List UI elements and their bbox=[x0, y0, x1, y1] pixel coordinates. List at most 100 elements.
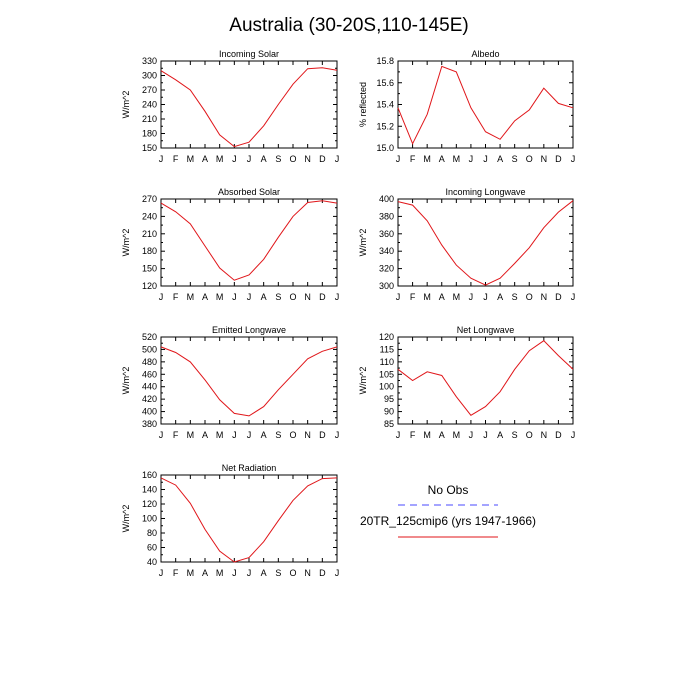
y-axis-label: W/m^2 bbox=[121, 367, 131, 395]
y-tick-label: 95 bbox=[384, 394, 394, 404]
plot-frame bbox=[160, 198, 338, 287]
x-tick-label: O bbox=[289, 154, 296, 164]
y-tick-label: 480 bbox=[142, 357, 157, 367]
plot-frame bbox=[397, 336, 574, 425]
plot-frame bbox=[160, 60, 338, 149]
y-tick-label: 160 bbox=[142, 470, 157, 480]
legend-obs-label: No Obs bbox=[428, 483, 469, 497]
y-tick-label: 90 bbox=[384, 407, 394, 417]
series-line bbox=[160, 477, 338, 563]
x-tick-label: F bbox=[173, 430, 179, 440]
x-tick-label: S bbox=[512, 430, 518, 440]
x-tick-label: J bbox=[247, 568, 252, 578]
x-tick-label: N bbox=[541, 292, 548, 302]
x-tick-label: O bbox=[289, 430, 296, 440]
x-tick-label: M bbox=[423, 430, 431, 440]
y-tick-label: 270 bbox=[142, 85, 157, 95]
x-tick-label: O bbox=[526, 154, 533, 164]
x-tick-label: N bbox=[304, 154, 311, 164]
legend: No Obs 20TR_125cmip6 (yrs 1947-1966) bbox=[360, 483, 536, 538]
x-tick-label: M bbox=[453, 292, 461, 302]
x-tick-label: J bbox=[483, 292, 488, 302]
y-tick-label: 15.0 bbox=[376, 143, 394, 153]
x-tick-label: S bbox=[275, 292, 281, 302]
y-tick-label: 40 bbox=[147, 557, 157, 567]
x-tick-label: D bbox=[319, 154, 326, 164]
y-tick-label: 400 bbox=[142, 407, 157, 417]
x-tick-label: M bbox=[453, 430, 461, 440]
x-tick-label: D bbox=[319, 292, 326, 302]
y-tick-label: 500 bbox=[142, 344, 157, 354]
y-tick-label: 300 bbox=[142, 71, 157, 81]
x-tick-label: J bbox=[247, 154, 252, 164]
y-tick-label: 100 bbox=[142, 514, 157, 524]
panel-title: Net Radiation bbox=[222, 463, 277, 473]
x-tick-label: J bbox=[469, 154, 474, 164]
y-tick-label: 115 bbox=[380, 344, 394, 354]
x-tick-label: M bbox=[216, 292, 224, 302]
x-tick-label: D bbox=[319, 430, 326, 440]
x-tick-label: J bbox=[396, 154, 401, 164]
panel-title: Incoming Longwave bbox=[445, 187, 525, 197]
y-tick-label: 330 bbox=[142, 56, 157, 66]
x-tick-label: M bbox=[187, 154, 195, 164]
y-tick-label: 120 bbox=[142, 281, 157, 291]
x-tick-label: S bbox=[512, 292, 518, 302]
series-line bbox=[397, 65, 574, 145]
x-tick-label: O bbox=[289, 568, 296, 578]
y-axis-label: W/m^2 bbox=[121, 229, 131, 257]
x-tick-label: F bbox=[173, 292, 179, 302]
y-axis-label: W/m^2 bbox=[121, 91, 131, 119]
legend-model-label: 20TR_125cmip6 (yrs 1947-1966) bbox=[360, 514, 536, 528]
y-tick-label: 105 bbox=[379, 369, 394, 379]
x-tick-label: D bbox=[319, 568, 326, 578]
x-tick-label: N bbox=[304, 292, 311, 302]
x-tick-label: S bbox=[275, 568, 281, 578]
series-line bbox=[160, 67, 338, 148]
panel-title: Absorbed Solar bbox=[218, 187, 280, 197]
x-tick-label: J bbox=[335, 154, 340, 164]
y-tick-label: 210 bbox=[142, 229, 157, 239]
x-tick-label: S bbox=[275, 430, 281, 440]
y-tick-label: 15.6 bbox=[376, 78, 394, 88]
y-tick-label: 150 bbox=[142, 143, 157, 153]
panel-title: Net Longwave bbox=[457, 325, 515, 335]
x-tick-label: A bbox=[497, 430, 503, 440]
x-tick-label: D bbox=[555, 430, 562, 440]
x-tick-label: J bbox=[159, 292, 164, 302]
y-tick-label: 110 bbox=[380, 357, 394, 367]
x-tick-label: J bbox=[232, 568, 237, 578]
x-tick-label: A bbox=[261, 292, 267, 302]
x-tick-label: N bbox=[541, 154, 548, 164]
x-tick-label: M bbox=[187, 430, 195, 440]
x-tick-label: O bbox=[526, 430, 533, 440]
x-tick-label: J bbox=[335, 430, 340, 440]
x-tick-label: A bbox=[439, 154, 445, 164]
y-tick-label: 240 bbox=[142, 211, 157, 221]
x-tick-label: J bbox=[232, 292, 237, 302]
y-tick-label: 210 bbox=[142, 114, 157, 124]
y-tick-label: 400 bbox=[379, 194, 394, 204]
panel-title: Emitted Longwave bbox=[212, 325, 286, 335]
plot-frame bbox=[160, 474, 338, 563]
y-tick-label: 420 bbox=[142, 394, 157, 404]
x-tick-label: A bbox=[261, 154, 267, 164]
x-tick-label: A bbox=[261, 430, 267, 440]
x-tick-label: F bbox=[410, 292, 416, 302]
panel-title: Incoming Solar bbox=[219, 49, 279, 59]
x-tick-label: M bbox=[453, 154, 461, 164]
x-tick-label: A bbox=[261, 568, 267, 578]
y-axis-label: W/m^2 bbox=[121, 505, 131, 533]
x-tick-label: M bbox=[423, 154, 431, 164]
y-tick-label: 140 bbox=[142, 485, 157, 495]
x-tick-label: J bbox=[469, 292, 474, 302]
x-tick-label: A bbox=[202, 292, 208, 302]
y-axis-label: W/m^2 bbox=[358, 229, 368, 257]
y-tick-label: 150 bbox=[142, 264, 157, 274]
